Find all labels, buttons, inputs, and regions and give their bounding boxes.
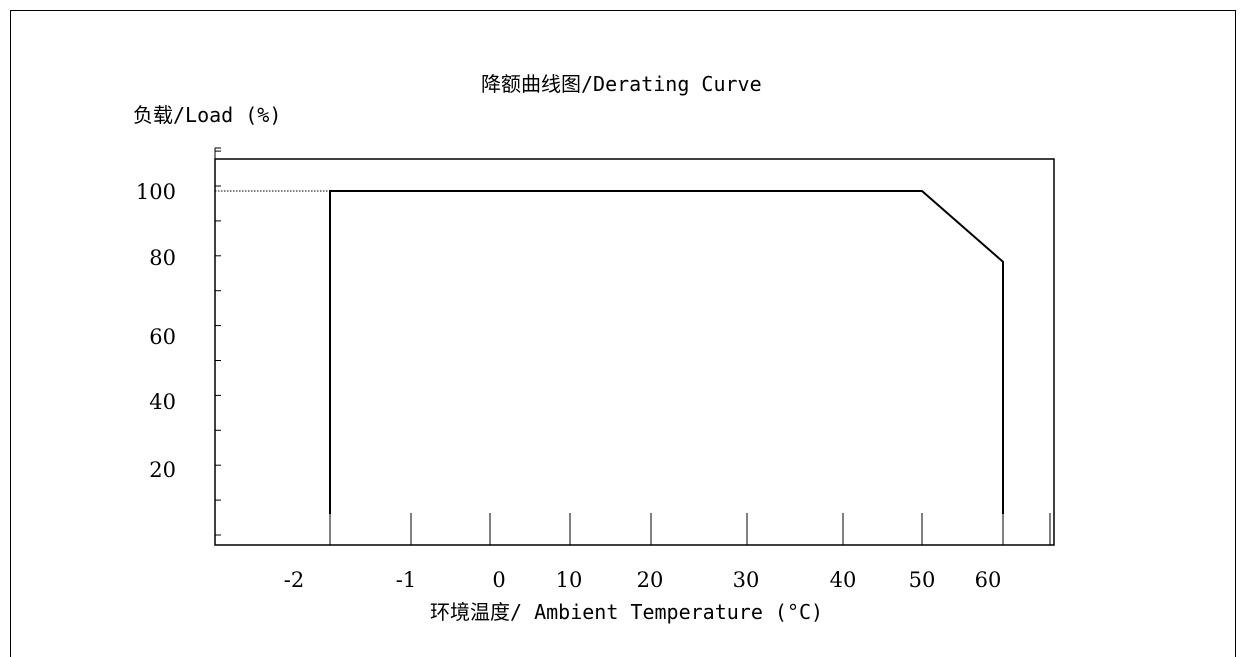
plot-area <box>214 158 1055 546</box>
x-tick-label: 30 <box>733 568 760 592</box>
y-tick-label: 40 <box>149 390 176 414</box>
y-axis-ticks <box>214 147 221 536</box>
x-tick-label: 0 <box>492 568 505 592</box>
y-tick-label: 80 <box>149 246 176 270</box>
x-tick-label: -1 <box>396 568 416 592</box>
x-tick-label: 60 <box>975 568 1002 592</box>
chart-title: 降额曲线图/Derating Curve <box>481 72 762 96</box>
x-axis-label: 环境温度/ Ambient Temperature (°C) <box>430 600 823 624</box>
derating-curve <box>329 190 1004 514</box>
x-tick-label: 10 <box>556 568 583 592</box>
x-axis-tick-labels: -2 -1 0 10 20 30 40 50 60 <box>284 568 1002 592</box>
y-axis-label: 负载/Load (%) <box>133 103 281 127</box>
chart-frame <box>10 10 1236 657</box>
y-tick-label: 20 <box>149 458 176 482</box>
y-tick-label: 60 <box>149 325 176 349</box>
y-tick-label: 100 <box>136 180 176 204</box>
x-tick-label: 20 <box>637 568 664 592</box>
x-tick-label: -2 <box>284 568 304 592</box>
series-layer <box>215 190 1004 514</box>
y-axis-tick-labels: 100 80 60 40 20 <box>136 180 176 482</box>
x-axis-ticks <box>329 513 1051 545</box>
x-tick-label: 40 <box>830 568 857 592</box>
x-tick-label: 50 <box>909 568 936 592</box>
